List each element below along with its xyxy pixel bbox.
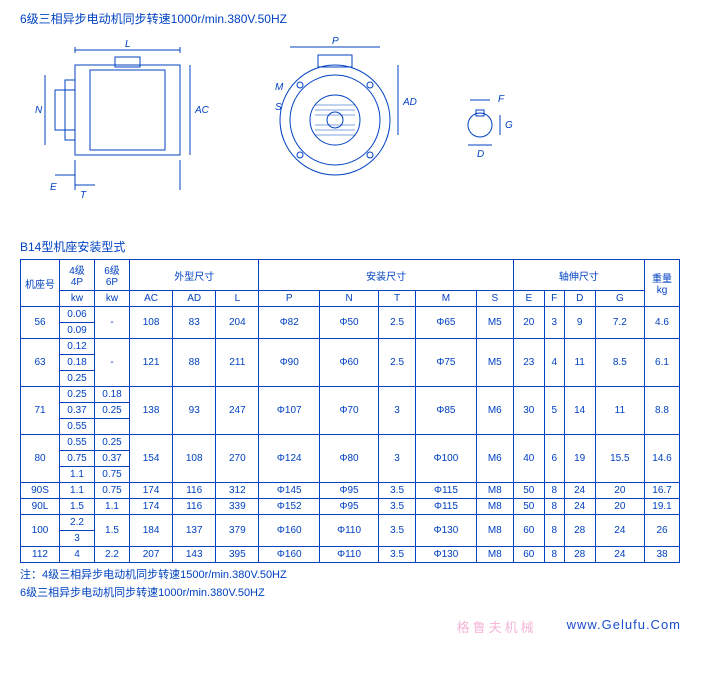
diagram-shaft: F G D xyxy=(450,70,520,173)
brand-text: 格鲁夫机械 xyxy=(457,617,537,636)
svg-text:G: G xyxy=(505,120,513,131)
page-header: 6级三相异步电动机同步转速1000r/min.380V.50HZ xyxy=(20,10,681,27)
svg-text:S: S xyxy=(275,102,282,113)
note-1: 注：4级三相异步电动机同步转速1500r/min.380V.50HZ xyxy=(20,567,681,585)
svg-text:E: E xyxy=(50,182,57,193)
diagram-row: L N E T AC P M S AD F G D xyxy=(20,35,681,208)
site-url: www.Gelufu.Com xyxy=(567,617,681,636)
diagram-front: P M S AD xyxy=(250,35,420,208)
spec-table: 机座号4级4P6级6P外型尺寸安装尺寸轴伸尺寸重量kgkwkwACADLPNTM… xyxy=(20,259,680,563)
svg-text:M: M xyxy=(275,82,284,93)
svg-text:AC: AC xyxy=(194,105,210,116)
notes: 注：4级三相异步电动机同步转速1500r/min.380V.50HZ 6级三相异… xyxy=(20,567,681,602)
svg-text:T: T xyxy=(80,190,87,201)
diagram-side: L N E T AC xyxy=(20,35,220,208)
table-title: B14型机座安装型式 xyxy=(20,238,681,255)
note-2: 6级三相异步电动机同步转速1000r/min.380V.50HZ xyxy=(20,585,681,603)
svg-text:D: D xyxy=(477,149,484,160)
svg-text:F: F xyxy=(498,94,505,105)
footer: 格鲁夫机械 www.Gelufu.Com xyxy=(20,617,681,636)
svg-text:L: L xyxy=(125,39,131,50)
svg-text:P: P xyxy=(332,36,339,47)
svg-text:AD: AD xyxy=(402,97,417,108)
svg-text:N: N xyxy=(35,105,43,116)
